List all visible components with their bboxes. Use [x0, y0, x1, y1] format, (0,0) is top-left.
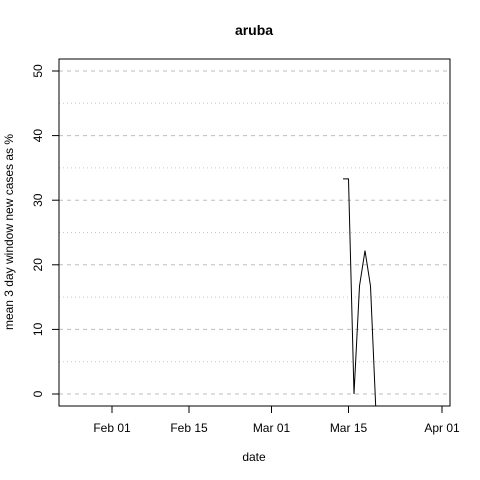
x-axis-label: date [242, 450, 266, 464]
x-tick-label: Feb 15 [170, 421, 208, 435]
y-tick-label: 10 [31, 322, 45, 336]
y-tick-label: 20 [31, 258, 45, 272]
y-tick-label: 50 [31, 64, 45, 78]
x-tick-label: Feb 01 [93, 421, 131, 435]
y-tick-label: 40 [31, 129, 45, 143]
series [343, 178, 377, 406]
plot-frame [58, 58, 451, 407]
y-tick-label: 0 [31, 390, 45, 397]
grid [59, 70, 450, 395]
x-axis: Feb 01 Feb 15 Mar 01 Mar 15 Apr 01 [93, 405, 460, 435]
y-tick-label: 30 [31, 193, 45, 207]
series-line [343, 178, 377, 406]
x-tick-label: Mar 01 [253, 421, 291, 435]
x-tick-label: Apr 01 [424, 421, 460, 435]
y-axis: 0 10 20 30 40 50 [31, 64, 60, 397]
y-axis-label: mean 3 day window new cases as % [2, 134, 16, 330]
chart-title: aruba [235, 22, 273, 38]
x-tick-label: Mar 15 [330, 421, 368, 435]
